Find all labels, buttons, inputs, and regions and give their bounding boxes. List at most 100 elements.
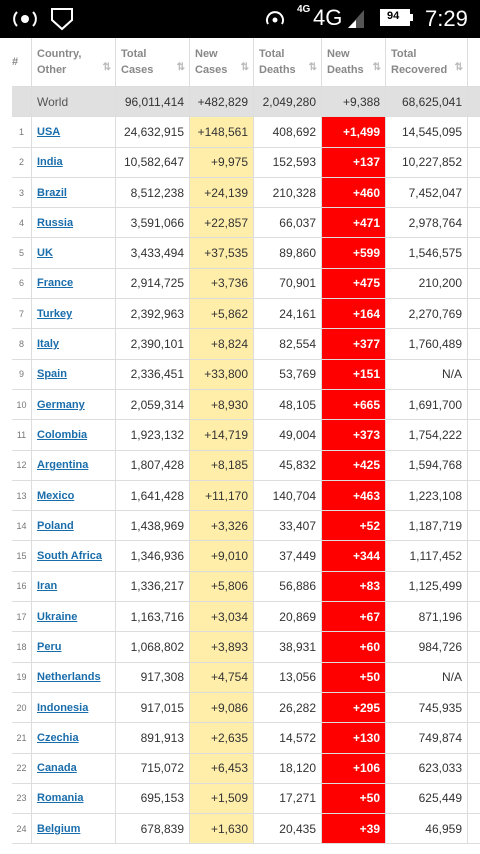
cell: 1,594,768 bbox=[386, 450, 468, 480]
cell: +60 bbox=[322, 632, 386, 662]
cell: 625,449 bbox=[386, 783, 468, 814]
cell: +24,139 bbox=[190, 177, 254, 208]
cell: +1,509 bbox=[190, 783, 254, 814]
cell: 1,336,217 bbox=[116, 571, 190, 602]
sort-icon: ⇅ bbox=[240, 62, 249, 73]
status-bar: 4G 4G 94 7:29 bbox=[0, 0, 480, 38]
country-link[interactable]: Colombia bbox=[37, 428, 88, 441]
country-link[interactable]: Ukraine bbox=[37, 610, 78, 623]
table-row: 19 Netherlands 917,308 +4,754 13,056 +50 N/A bbox=[12, 662, 480, 693]
country-link[interactable]: Canada bbox=[37, 762, 77, 775]
country-link[interactable]: Czechia bbox=[37, 731, 79, 744]
cell: +151 bbox=[322, 359, 386, 389]
country-link[interactable]: Russia bbox=[37, 216, 74, 229]
cell: 1,163,716 bbox=[116, 602, 190, 632]
cell: +33,800 bbox=[190, 359, 254, 389]
country-link[interactable]: Poland bbox=[37, 519, 74, 532]
country-link[interactable]: Italy bbox=[37, 338, 60, 351]
country-link[interactable]: Mexico bbox=[37, 489, 75, 502]
header-cell[interactable]: New Cases ⇅ bbox=[190, 38, 254, 86]
country-link[interactable]: Peru bbox=[37, 640, 62, 653]
cell bbox=[468, 754, 480, 783]
cell: 37,449 bbox=[254, 541, 322, 571]
cell: +39 bbox=[322, 814, 386, 844]
header-label: Total Deaths bbox=[259, 48, 296, 76]
country-link[interactable]: India bbox=[37, 156, 63, 169]
header-cell[interactable]: Total Recovered ⇅ bbox=[386, 38, 468, 86]
cell: 13,056 bbox=[254, 662, 322, 692]
cell: 17,271 bbox=[254, 783, 322, 814]
country-link[interactable]: Iran bbox=[37, 580, 58, 593]
cell bbox=[12, 87, 32, 117]
country-link[interactable]: Romania bbox=[37, 792, 84, 805]
cell bbox=[468, 632, 480, 661]
country-link[interactable]: Indonesia bbox=[37, 701, 89, 714]
country-link[interactable]: USA bbox=[37, 125, 61, 138]
cell: Poland bbox=[32, 511, 116, 541]
sort-icon: ⇅ bbox=[372, 62, 381, 73]
cell: 20,435 bbox=[254, 814, 322, 844]
row-number: 20 bbox=[12, 692, 32, 723]
header-label: Total Cases bbox=[121, 48, 154, 76]
header-cell[interactable]: New Deaths ⇅ bbox=[322, 38, 386, 86]
cell: Romania bbox=[32, 783, 116, 814]
header-cell[interactable]: Total Cases ⇅ bbox=[116, 38, 190, 86]
table-row: 12 Argentina 1,807,428 +8,185 45,832 +425 1,59… bbox=[12, 450, 480, 481]
cell: 1,923,132 bbox=[116, 420, 190, 450]
cell: 2,390,101 bbox=[116, 329, 190, 359]
country-link[interactable]: Spain bbox=[37, 368, 67, 381]
row-number: 16 bbox=[12, 571, 32, 602]
cell: 24,632,915 bbox=[116, 117, 190, 147]
cell bbox=[468, 814, 480, 843]
cell: Russia bbox=[32, 208, 116, 238]
cell: 891,913 bbox=[116, 723, 190, 753]
cell: 1,641,428 bbox=[116, 480, 190, 511]
cell: 1,691,700 bbox=[386, 389, 468, 420]
cell: 1,187,719 bbox=[386, 511, 468, 541]
cell: +9,388 bbox=[322, 87, 386, 117]
country-link[interactable]: South Africa bbox=[37, 550, 102, 563]
country-link[interactable]: UK bbox=[37, 247, 53, 260]
table-row: 5 UK 3,433,494 +37,535 89,860 +599 1,546,575 bbox=[12, 238, 480, 269]
country-link[interactable]: Belgium bbox=[37, 822, 81, 835]
cell: 14,545,095 bbox=[386, 117, 468, 147]
cell: 695,153 bbox=[116, 783, 190, 814]
cell: India bbox=[32, 147, 116, 177]
cell: +6,453 bbox=[190, 753, 254, 783]
cell bbox=[468, 693, 480, 722]
header-cell[interactable]: Country, Other ⇅ bbox=[32, 38, 116, 86]
country-link[interactable]: Netherlands bbox=[37, 671, 101, 684]
table-row: 4 Russia 3,591,066 +22,857 66,037 +471 2,978,7… bbox=[12, 208, 480, 239]
cell: +52 bbox=[322, 511, 386, 541]
cell: +9,010 bbox=[190, 541, 254, 571]
cell: Indonesia bbox=[32, 692, 116, 723]
cell: South Africa bbox=[32, 541, 116, 571]
header-row: # Country, Other ⇅ Total Cases ⇅ New Cases ⇅ To… bbox=[12, 38, 480, 87]
world-row: World 96,011,414 +482,829 2,049,280 +9,388 68… bbox=[12, 87, 480, 118]
row-number: 17 bbox=[12, 602, 32, 632]
cell: +425 bbox=[322, 450, 386, 480]
cell: Belgium bbox=[32, 814, 116, 844]
cell: +3,736 bbox=[190, 268, 254, 299]
cell bbox=[468, 723, 480, 752]
cell: 82,554 bbox=[254, 329, 322, 359]
cell: 24,161 bbox=[254, 299, 322, 329]
cell: 66,037 bbox=[254, 208, 322, 238]
country-link[interactable]: Brazil bbox=[37, 186, 67, 199]
cell: +344 bbox=[322, 541, 386, 571]
header-cell[interactable]: Total Deaths ⇅ bbox=[254, 38, 322, 86]
country-link[interactable]: Turkey bbox=[37, 307, 73, 320]
table-row: 8 Italy 2,390,101 +8,824 82,554 +377 1,760,489 bbox=[12, 329, 480, 360]
country-link[interactable]: Germany bbox=[37, 398, 85, 411]
country-link[interactable]: Argentina bbox=[37, 459, 89, 472]
cell bbox=[468, 329, 480, 358]
row-number: 23 bbox=[12, 783, 32, 814]
cell: Mexico bbox=[32, 480, 116, 511]
cell: Iran bbox=[32, 571, 116, 602]
country-link[interactable]: France bbox=[37, 277, 74, 290]
network-small: 4G bbox=[297, 4, 311, 15]
row-number: 9 bbox=[12, 359, 32, 389]
cell bbox=[468, 572, 480, 601]
cell: 1,068,802 bbox=[116, 632, 190, 662]
